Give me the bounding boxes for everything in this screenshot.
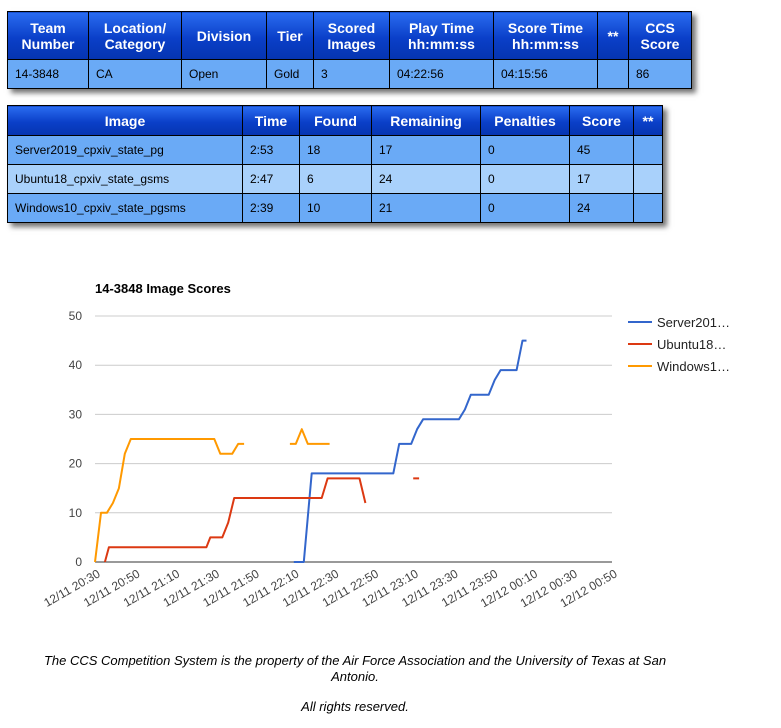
image-remaining-cell: 17 bbox=[371, 135, 481, 165]
chart-gridlines bbox=[95, 315, 612, 563]
series-line bbox=[94, 428, 330, 563]
chart-y-axis: 0 10 20 30 40 50 bbox=[69, 309, 83, 569]
scored-images-cell: 3 bbox=[313, 59, 390, 89]
team-row: 14-3848 CA Open Gold 3 04:22:56 04:15:56… bbox=[7, 59, 692, 89]
image-warning-cell bbox=[633, 135, 663, 165]
image-row: Ubuntu18_cpxiv_state_gsms 2:47 6 24 0 17 bbox=[7, 164, 663, 194]
chart-series bbox=[94, 339, 527, 563]
y-tick-label: 10 bbox=[69, 506, 83, 520]
series-line bbox=[103, 477, 420, 563]
team-header-cell: Location/Category bbox=[88, 11, 182, 60]
image-time-cell: 2:39 bbox=[242, 193, 300, 223]
image-time-cell: 2:53 bbox=[242, 135, 300, 165]
legend-item[interactable]: Ubuntu18… bbox=[657, 337, 726, 352]
image-warning-cell bbox=[633, 164, 663, 194]
image-header-cell: Time bbox=[242, 105, 300, 136]
chart-legend[interactable]: Server201… Ubuntu18… Windows1… bbox=[628, 315, 730, 374]
image-found-cell: 6 bbox=[299, 164, 372, 194]
team-header-cell: Division bbox=[181, 11, 267, 60]
score-time-cell: 04:15:56 bbox=[493, 59, 598, 89]
image-penalties-cell: 0 bbox=[480, 164, 570, 194]
image-name-cell: Ubuntu18_cpxiv_state_gsms bbox=[7, 164, 243, 194]
chart-title: 14-3848 Image Scores bbox=[95, 281, 231, 296]
image-time-cell: 2:47 bbox=[242, 164, 300, 194]
y-tick-label: 30 bbox=[69, 407, 83, 421]
image-header-cell: Image bbox=[7, 105, 243, 136]
image-found-cell: 18 bbox=[299, 135, 372, 165]
team-header-cell: Team Number bbox=[7, 11, 89, 60]
image-found-cell: 10 bbox=[299, 193, 372, 223]
footer-copyright: The CCS Competition System is the proper… bbox=[43, 653, 667, 684]
image-header-cell: ** bbox=[633, 105, 663, 136]
image-score-cell: 24 bbox=[569, 193, 634, 223]
image-score-cell: 17 bbox=[569, 164, 634, 194]
team-header-cell: Scored Images bbox=[313, 11, 390, 60]
play-time-cell: 04:22:56 bbox=[389, 59, 494, 89]
image-header-row: Image Time Found Remaining Penalties Sco… bbox=[7, 105, 663, 136]
image-header-cell: Remaining bbox=[371, 105, 481, 136]
division-cell: Open bbox=[181, 59, 267, 89]
image-warning-cell bbox=[633, 193, 663, 223]
image-scores-table: Image Time Found Remaining Penalties Sco… bbox=[7, 105, 663, 223]
ccs-score-cell: 86 bbox=[628, 59, 692, 89]
image-name-cell: Windows10_cpxiv_state_pgsms bbox=[7, 193, 243, 223]
image-header-cell: Score bbox=[569, 105, 634, 136]
y-tick-label: 0 bbox=[75, 555, 82, 569]
team-summary-table: Team Number Location/Category Division Ti… bbox=[7, 11, 692, 89]
footer-rights: All rights reserved. bbox=[301, 699, 409, 714]
tier-cell: Gold bbox=[266, 59, 314, 89]
image-penalties-cell: 0 bbox=[480, 193, 570, 223]
series-line bbox=[293, 339, 527, 563]
team-number-cell: 14-3848 bbox=[7, 59, 89, 89]
y-tick-label: 50 bbox=[69, 309, 83, 323]
location-cell: CA bbox=[88, 59, 182, 89]
team-header-cell: Tier bbox=[266, 11, 314, 60]
team-header-cell: ** bbox=[597, 11, 629, 60]
team-header-cell: Score Time hh:mm:ss bbox=[493, 11, 598, 60]
legend-item[interactable]: Windows1… bbox=[657, 359, 730, 374]
y-tick-label: 20 bbox=[69, 457, 83, 471]
image-scores-chart: 14-3848 Image Scores 0 10 20 30 40 50 12/11 2… bbox=[41, 281, 730, 610]
image-row: Windows10_cpxiv_state_pgsms 2:39 10 21 0… bbox=[7, 193, 663, 223]
image-name-cell: Server2019_cpxiv_state_pg bbox=[7, 135, 243, 165]
image-remaining-cell: 24 bbox=[371, 164, 481, 194]
image-remaining-cell: 21 bbox=[371, 193, 481, 223]
y-tick-label: 40 bbox=[69, 358, 83, 372]
team-header-cell: Play Time hh:mm:ss bbox=[389, 11, 494, 60]
team-header-row: Team Number Location/Category Division Ti… bbox=[7, 11, 692, 60]
image-header-cell: Found bbox=[299, 105, 372, 136]
image-header-cell: Penalties bbox=[480, 105, 570, 136]
image-score-cell: 45 bbox=[569, 135, 634, 165]
team-header-cell: CCS Score bbox=[628, 11, 692, 60]
warning-cell bbox=[597, 59, 629, 89]
image-penalties-cell: 0 bbox=[480, 135, 570, 165]
legend-item[interactable]: Server201… bbox=[657, 315, 730, 330]
image-row: Server2019_cpxiv_state_pg 2:53 18 17 0 4… bbox=[7, 135, 663, 165]
